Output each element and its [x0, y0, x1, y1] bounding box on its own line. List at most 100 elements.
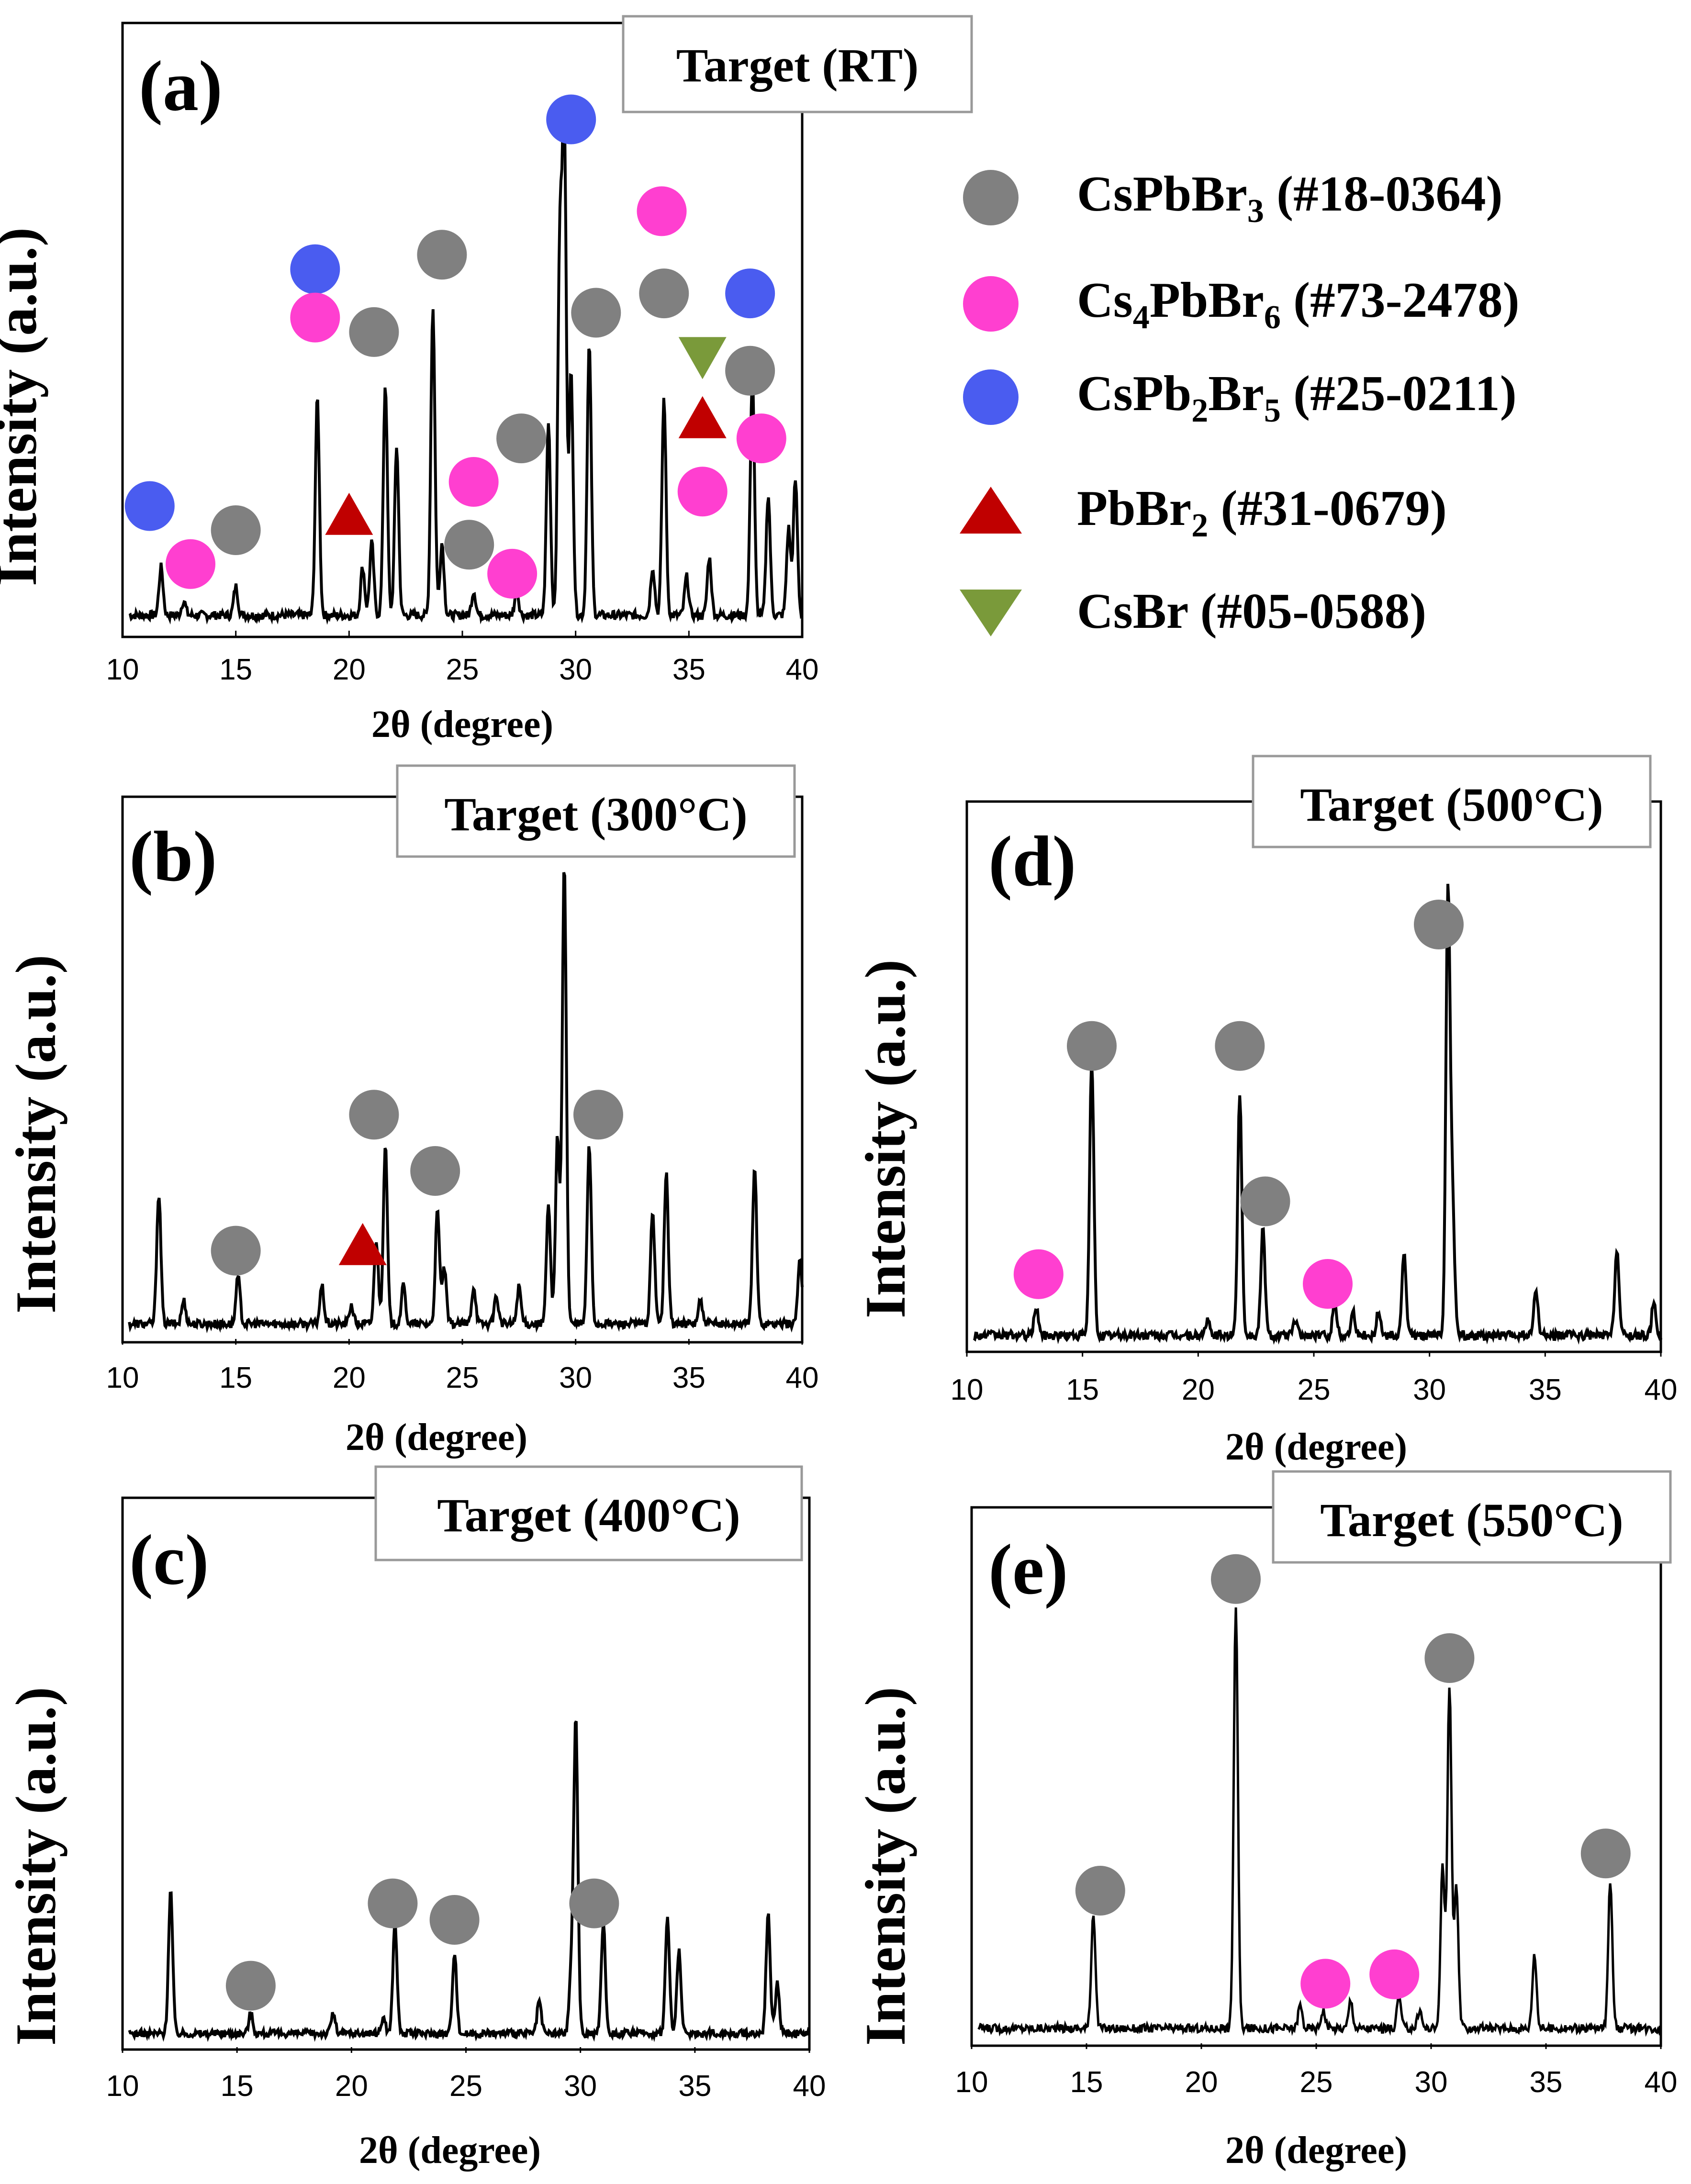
phase-marker-cspbbr3: [368, 1878, 418, 1928]
x-tick-label: 25: [446, 653, 479, 686]
axes-frame-a: [121, 22, 804, 638]
x-tick-label: 10: [106, 653, 139, 686]
phase-marker-cs4pbbr6: [166, 539, 215, 589]
phase-marker-cs4pbbr6: [290, 292, 340, 343]
legend-marker-pbbr2: [960, 487, 1022, 534]
phase-marker-cspbbr3: [1211, 1554, 1261, 1604]
phase-marker-cspbbr3: [1075, 1865, 1125, 1916]
x-tick-label: 10: [106, 1361, 139, 1394]
phase-marker-cs4pbbr6: [637, 186, 687, 236]
title-box-d: [1252, 755, 1652, 848]
legend-marker-cspb2br5: [963, 369, 1019, 425]
phase-marker-cspbbr3: [1424, 1633, 1475, 1683]
title-box-c: [374, 1465, 803, 1561]
legend-label-csbr: CsBr (#05-0588): [1077, 583, 1426, 639]
phase-marker-cspbbr3: [569, 1878, 619, 1928]
panel-e: Intensity (a.u.) (e) Target (550°C) 10 15…: [853, 1470, 1677, 2172]
phase-marker-pbbr2: [678, 396, 727, 438]
phase-marker-cs4pbbr6: [677, 467, 728, 517]
phase-marker-cspb2br5: [546, 94, 596, 145]
title-b: Target (300°C): [444, 788, 747, 841]
phase-marker-pbbr2: [325, 492, 373, 535]
xrd-trace-c: [128, 1720, 811, 2042]
xlabel-d: 2θ (degree): [1225, 1426, 1407, 1468]
x-tick-label: 35: [1529, 1373, 1562, 1406]
legend: CsPbBr3 (#18-0364) Cs4PbBr6 (#73-2478) C…: [960, 166, 1520, 639]
phase-marker-cspbbr3: [444, 520, 494, 570]
x-tick-label: 30: [559, 653, 592, 686]
phase-marker-cs4pbbr6: [448, 457, 499, 507]
legend-label-pbbr2: PbBr2 (#31-0679): [1077, 480, 1447, 544]
x-tick-label: 15: [219, 1361, 252, 1394]
x-tick-label: 30: [564, 2070, 597, 2103]
x-tick-label: 15: [1070, 2066, 1103, 2099]
xrd-trace-a: [128, 98, 804, 625]
x-tick-label: 15: [221, 2070, 254, 2103]
ylabel-a: Intensity (a.u.): [0, 227, 48, 586]
phase-marker-cspbbr3: [410, 1146, 460, 1196]
phase-marker-cspbbr3: [1240, 1176, 1290, 1226]
x-tick-label: 35: [672, 1361, 706, 1394]
ylabel-b: Intensity (a.u.): [4, 955, 67, 1314]
phase-markers-c: [225, 1878, 619, 2011]
panel-c: Intensity (a.u.) (c) Target (400°C) 10 15…: [4, 1465, 826, 2172]
phase-markers-d: [1013, 899, 1464, 1309]
legend-label-cspb2br5: CsPb2Br5 (#25-0211): [1077, 365, 1517, 429]
panel-b: Intensity (a.u.) (b) Target (300°C) 10 15…: [4, 764, 819, 1459]
x-tick-label: 25: [1298, 1373, 1331, 1406]
x-tick-label: 30: [1415, 2066, 1448, 2099]
x-tick-label: 25: [1300, 2066, 1333, 2099]
phase-marker-cspbbr3: [211, 505, 261, 555]
x-tick-label: 35: [1530, 2066, 1563, 2099]
phase-marker-cspbbr3: [639, 268, 689, 319]
x-tick-label: 30: [1413, 1373, 1446, 1406]
title-d: Target (500°C): [1300, 778, 1603, 831]
phase-marker-cs4pbbr6: [1013, 1249, 1064, 1299]
phase-marker-cspb2br5: [124, 481, 175, 531]
x-tick-label: 40: [786, 1361, 819, 1394]
panel-a: Intensity (a.u.) (a) Target (RT) 10 15 20 2…: [0, 15, 973, 746]
title-box-a: [622, 15, 973, 113]
x-ticks-e: 10 15 20 25 30 35 40: [955, 2043, 1677, 2099]
xlabel-e: 2θ (degree): [1225, 2129, 1407, 2172]
phase-marker-cspbbr3: [225, 1961, 276, 2011]
xrd-trace-e: [977, 1607, 1662, 2037]
x-ticks-c: 10 15 20 25 30 35 40: [106, 2047, 826, 2103]
x-ticks-b: 10 15 20 25 30 35 40: [106, 1339, 819, 1394]
panel-label-b: (b): [129, 817, 217, 896]
phase-markers-e: [1075, 1554, 1631, 2009]
x-tick-label: 40: [793, 2070, 826, 2103]
panel-label-d: (d): [988, 822, 1076, 901]
phase-marker-cspb2br5: [290, 244, 340, 294]
legend-label-cs4pbbr6: Cs4PbBr6 (#73-2478): [1077, 272, 1520, 336]
title-e: Target (550°C): [1320, 1493, 1623, 1547]
phase-markers-a: [124, 94, 786, 599]
x-tick-label: 25: [446, 1361, 479, 1394]
legend-marker-cs4pbbr6: [963, 276, 1019, 332]
panel-label-e: (e): [988, 1530, 1068, 1609]
x-tick-label: 30: [559, 1361, 592, 1394]
panel-d: Intensity (a.u.) (d) Target (500°C) 10 15…: [853, 755, 1677, 1468]
title-c: Target (400°C): [437, 1489, 740, 1542]
legend-marker-csbr: [960, 590, 1022, 636]
phase-marker-cspbbr3: [211, 1226, 261, 1276]
title-a: Target (RT): [676, 39, 919, 92]
x-ticks-a: 10 15 20 25 30 35 40: [106, 631, 818, 686]
xrd-trace-d: [973, 883, 1662, 1345]
xlabel-c: 2θ (degree): [359, 2129, 541, 2172]
x-tick-label: 20: [335, 2070, 368, 2103]
title-box-b: [396, 764, 796, 858]
panel-label-c: (c): [129, 1520, 209, 1600]
x-tick-label: 35: [672, 653, 706, 686]
phase-marker-cs4pbbr6: [736, 413, 786, 464]
x-tick-label: 15: [219, 653, 252, 686]
axes-frame-c: [121, 1496, 811, 2051]
phase-marker-cs4pbbr6: [1303, 1259, 1353, 1309]
phase-marker-cspbbr3: [1215, 1021, 1265, 1071]
phase-marker-cspbbr3: [349, 307, 399, 357]
x-ticks-d: 10 15 20 25 30 35 40: [951, 1351, 1677, 1406]
phase-marker-cs4pbbr6: [487, 548, 538, 599]
phase-markers-b: [211, 1090, 623, 1276]
phase-marker-cspbbr3: [429, 1895, 480, 1945]
